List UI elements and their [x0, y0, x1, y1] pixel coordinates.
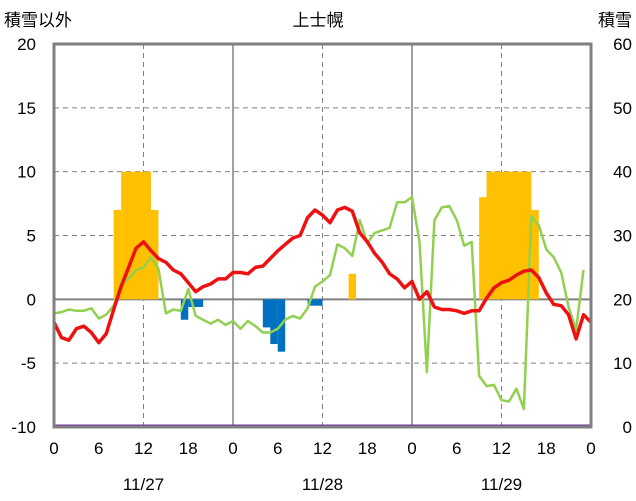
- y-left-tick-label: 15: [17, 99, 36, 118]
- x-hour-tick-label: 0: [49, 439, 58, 458]
- y-right-tick-label: 10: [613, 354, 632, 373]
- y-left-tick-label: -5: [21, 354, 36, 373]
- y-left-tick-label: 20: [17, 35, 36, 54]
- snow-bar-6: [486, 171, 532, 300]
- x-hour-tick-label: 6: [94, 439, 103, 458]
- x-date-label: 11/27: [123, 475, 164, 494]
- temperature-line: [52, 205, 593, 345]
- y-right-tick-label: 30: [613, 227, 632, 246]
- y-right-tick-label: 60: [613, 35, 632, 54]
- snow-bar-7: [531, 209, 539, 300]
- chart-title: 上士幌: [293, 11, 344, 31]
- x-hour-tick-label: 12: [134, 439, 153, 458]
- y-left-tick-label: 0: [27, 290, 36, 309]
- snow-bar-2: [143, 171, 151, 300]
- y-right-tick-label: 0: [623, 418, 632, 437]
- x-hour-tick-label: 6: [452, 439, 461, 458]
- x-hour-tick-label: 0: [407, 439, 416, 458]
- snow-bar-4: [348, 273, 357, 300]
- y-right-tick-label: 20: [613, 290, 632, 309]
- y-left-tick-label: -10: [11, 418, 36, 437]
- x-hour-tick-label: 0: [586, 439, 595, 458]
- y-left-axis-label: 積雪以外: [4, 11, 72, 31]
- precip-bar-5: [307, 299, 323, 306]
- y-right-tick-label: 50: [613, 99, 632, 118]
- x-hour-tick-label: 6: [273, 439, 282, 458]
- x-hour-tick-label: 12: [313, 439, 332, 458]
- y-left-tick-label: 5: [27, 227, 36, 246]
- secondary-series-line: [53, 195, 585, 411]
- y-right-tick-label: 40: [613, 163, 632, 182]
- y-left-tick-label: 10: [17, 163, 36, 182]
- x-hour-tick-label: 0: [228, 439, 237, 458]
- x-date-label: 11/29: [481, 475, 522, 494]
- snow-bar-0: [113, 209, 122, 300]
- x-hour-tick-label: 12: [492, 439, 511, 458]
- plot-frame: [52, 42, 593, 429]
- plot-border: [52, 42, 593, 429]
- x-date-label: 11/28: [302, 475, 343, 494]
- precip-bar-3: [270, 299, 278, 345]
- x-hour-tick-label: 18: [179, 439, 198, 458]
- x-hour-tick-label: 18: [537, 439, 556, 458]
- precip-bar-1: [188, 299, 204, 307]
- precip-bar-0: [180, 299, 189, 320]
- x-hour-tick-label: 18: [358, 439, 377, 458]
- y-right-axis-label: 積雪: [598, 11, 632, 31]
- snow-bar-5: [479, 197, 487, 300]
